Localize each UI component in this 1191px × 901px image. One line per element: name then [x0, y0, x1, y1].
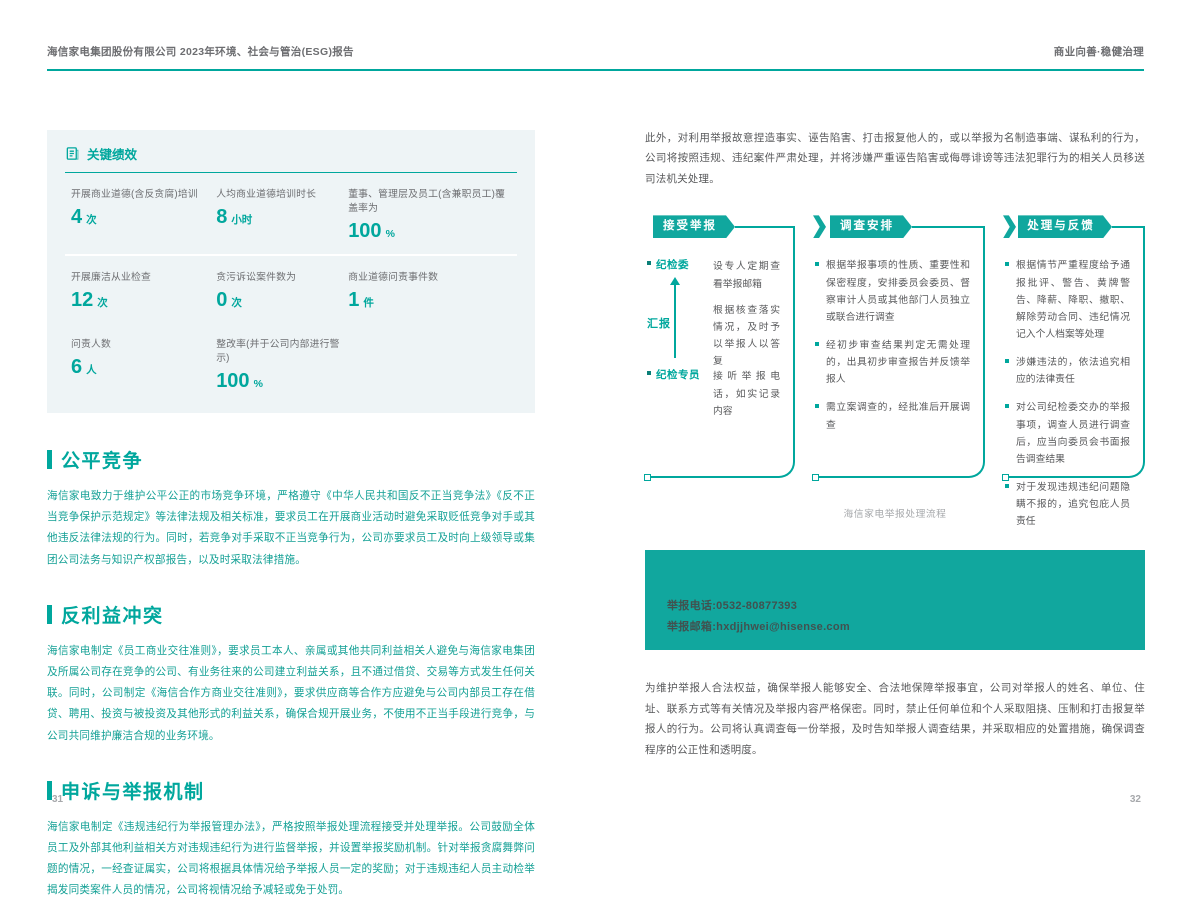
- metric-value: 12: [71, 289, 94, 311]
- section-grievance-whistleblowing: 申诉与举报机制 海信家电制定《违规违纪行为举报管理办法》，严格按照举报处理流程接…: [47, 777, 535, 901]
- metric: 开展廉洁从业检查 12 次: [71, 272, 151, 311]
- metric-unit: 次: [97, 297, 108, 309]
- metric: 整改率(并于公司内部进行警示) 100%: [216, 339, 340, 392]
- metric-unit: %: [253, 378, 263, 390]
- flow-connector: [912, 225, 985, 228]
- key-metrics-header: 关键绩效: [65, 144, 517, 173]
- stage-banner: 调查安排: [830, 215, 912, 238]
- section-title: 申诉与举报机制: [61, 781, 205, 803]
- metric: 人均商业道德培训时长 8 小时: [216, 189, 317, 228]
- stage-banner: 处理与反馈: [1018, 215, 1112, 238]
- metric-unit: 件: [363, 297, 374, 309]
- flow-frame: [1003, 225, 1145, 479]
- key-metrics-title: 关键绩效: [87, 148, 138, 162]
- flow-endpoint-square: [644, 474, 651, 482]
- flow-stage-investigation: 调查安排 根据举报事项的性质、重要性和保密程度，安排委员会委员、督察审计人员或其…: [812, 215, 985, 493]
- metric-unit: 小时: [231, 214, 253, 226]
- arrow-label: 汇报: [647, 318, 671, 331]
- outro-paragraph: 为维护举报人合法权益，确保举报人能够安全、合法地保障举报事宜，公司对举报人的姓名…: [645, 682, 1145, 756]
- metric: 董事、管理层及员工(含兼职员工)覆盖率为 100%: [348, 189, 506, 242]
- section-title-bar: [47, 450, 52, 469]
- metric-value: 8: [216, 206, 228, 228]
- whistleblowing-flow-diagram: 接受举报 纪检委 汇报 纪检专员 设专人定期查看举报邮箱 根据核查落实情况，及时…: [644, 215, 1145, 527]
- flow-stage-handling-feedback: 处理与反馈 根据情节严重程度给予通报批评、警告、黄牌警告、降薪、降职、撤职、解除…: [1002, 215, 1145, 527]
- metric-unit: 次: [86, 214, 97, 226]
- section-body: 海信家电致力于维护公平公正的市场竞争环境，严格遵守《中华人民共和国反不正当竞争法…: [47, 490, 535, 566]
- flow-frame: [645, 225, 795, 479]
- intro-paragraph: 此外，对利用举报故意捏造事实、诬告陷害、打击报复他人的，或以举报为名制造事端、谋…: [645, 132, 1145, 185]
- section-fair-competition: 公平竞争 海信家电致力于维护公平公正的市场竞争环境，严格遵守《中华人民共和国反不…: [47, 446, 535, 571]
- section-body: 海信家电制定《员工商业交往准则》，要求员工本人、亲属或其他共同利益相关人避免与海…: [47, 644, 535, 742]
- section-title: 反利益冲突: [61, 605, 164, 627]
- flow-item: 涉嫌违法的，依法追究相应的法律责任: [1005, 354, 1130, 388]
- flow-item: 设专人定期查看举报邮箱: [713, 261, 780, 290]
- actor-discipline-officer: 纪检专员: [647, 367, 700, 382]
- section-anti-conflict-of-interest: 反利益冲突 海信家电制定《员工商业交往准则》，要求员工本人、亲属或其他共同利益相…: [47, 601, 535, 747]
- metric: [348, 336, 511, 393]
- flow-item: 根据核查落实情况，及时予以举报人以答复: [713, 304, 780, 368]
- metric-value: 0: [216, 289, 228, 311]
- flow-item: 经初步审查结果判定无需处理的，出具初步审查报告并反馈举报人: [815, 337, 970, 388]
- section-body: 海信家电制定《违规违纪行为举报管理办法》，严格按照举报处理流程接受并处理举报。公…: [47, 820, 535, 897]
- flow-item: 接听举报电话，如实记录内容: [713, 371, 780, 417]
- report-up-arrow: [670, 277, 680, 359]
- section-title-bar: [47, 604, 52, 624]
- metric-value: 4: [71, 206, 83, 228]
- flow-item: 需立案调查的，经批准后开展调查: [815, 399, 970, 433]
- report-email: 举报邮箱:hxdjjhwei@hisense.com: [667, 621, 850, 634]
- flow-stage-receive-report: 接受举报 纪检委 汇报 纪检专员 设专人定期查看举报邮箱 根据核查落实情况，及时…: [644, 215, 795, 493]
- actor-discipline-committee: 纪检委: [647, 257, 689, 272]
- flow-endpoint-square: [1002, 474, 1009, 482]
- flow-connector: [735, 225, 795, 228]
- esg-report-spread: { "colors": { "accent_teal": "#00a79d", …: [47, 46, 1145, 897]
- flow-item: 对公司纪检委交办的举报事项，调查人员进行调查后，应当向委员会书面报告调查结果: [1005, 399, 1130, 468]
- chapter-title: 商业向善·稳健治理: [1053, 46, 1144, 58]
- metric-value: 100: [348, 220, 382, 242]
- stage-banner: 接受举报: [653, 215, 735, 238]
- figure-caption: 海信家电举报处理流程: [843, 509, 947, 521]
- clipboard-icon: [65, 146, 80, 161]
- section-title: 公平竞争: [61, 451, 144, 472]
- report-phone: 举报电话:0532-80877393: [667, 600, 798, 613]
- section-title-bar: [47, 780, 52, 800]
- metric-unit: 人: [86, 364, 97, 376]
- whistleblowing-contact-box: 举报电话:0532-80877393 举报邮箱:hxdjjhwei@hisens…: [645, 550, 1145, 651]
- flow-frame: [813, 225, 985, 479]
- metric-value: 6: [71, 356, 83, 378]
- report-title: 海信家电集团股份有限公司 2023年环境、社会与管治(ESG)报告: [47, 46, 354, 58]
- flow-item: 对于发现违规违纪问题隐瞒不报的，追究包庇人员责任: [1005, 479, 1130, 530]
- flow-connector: [1112, 225, 1145, 228]
- flow-item: 根据举报事项的性质、重要性和保密程度，安排委员会委员、督察审计人员或其他部门人员…: [815, 257, 970, 326]
- metric-value: 100: [216, 370, 250, 392]
- metric-unit: %: [385, 228, 395, 240]
- page-number-left: 31: [52, 794, 64, 805]
- metric-value: 1: [348, 289, 360, 311]
- header-divider: [47, 69, 1144, 71]
- metric-unit: 次: [231, 297, 242, 309]
- right-page: 此外，对利用举报故意捏造事实、诬告陷害、打击报复他人的，或以举报为名制造事端、谋…: [644, 128, 1145, 760]
- page-number-right: 32: [1129, 794, 1141, 805]
- flow-item: 根据情节严重程度给予通报批评、警告、黄牌警告、降薪、降职、撤职、解除劳动合同、违…: [1005, 257, 1130, 343]
- flow-endpoint-square: [812, 474, 819, 482]
